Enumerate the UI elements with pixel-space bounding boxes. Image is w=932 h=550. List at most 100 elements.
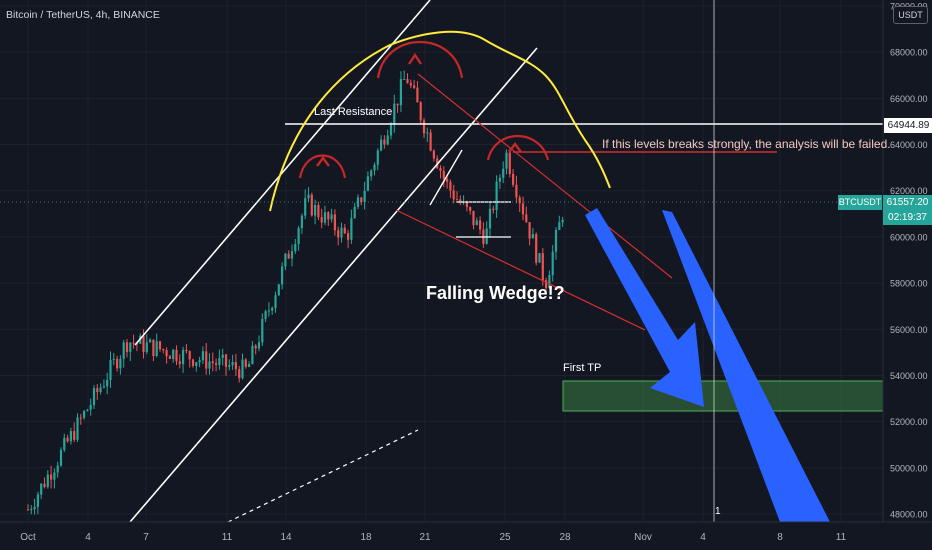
wedge-upper-line[interactable] (417, 73, 673, 279)
candle (116, 355, 119, 372)
candle (429, 129, 432, 152)
candle (333, 209, 336, 236)
candle (376, 148, 379, 171)
candle (33, 498, 36, 515)
candle (561, 216, 564, 227)
price-axis-labels[interactable]: 70000.0068000.0066000.0064000.0062000.00… (890, 2, 928, 520)
candle (340, 222, 343, 243)
candle (112, 352, 115, 366)
candle (155, 333, 158, 358)
candle (554, 227, 558, 260)
candle (502, 161, 505, 184)
candle (518, 195, 521, 213)
candle (152, 339, 155, 361)
candle (208, 353, 211, 375)
candle (531, 228, 534, 239)
candle (251, 341, 254, 365)
left-shoulder-arc[interactable] (298, 154, 347, 179)
candle (205, 343, 208, 375)
candle (30, 505, 33, 515)
candle (317, 201, 320, 221)
head-caret[interactable] (408, 52, 422, 65)
channel-lower-line[interactable] (129, 47, 538, 523)
candle (215, 358, 218, 372)
yellow-arc[interactable] (269, 30, 611, 212)
candle (479, 216, 482, 235)
left-shoulder-caret[interactable] (316, 156, 330, 167)
candle (274, 291, 277, 313)
candle (541, 247, 544, 286)
candle (446, 175, 449, 189)
vertical-grid (27, 0, 842, 522)
right-shoulder-arc[interactable] (486, 135, 550, 161)
candle (409, 79, 412, 89)
candle (558, 215, 561, 231)
time-tick-label: 8 (777, 532, 783, 543)
candle (347, 229, 350, 249)
candle (419, 101, 422, 124)
candle (76, 413, 79, 443)
candle (73, 422, 76, 443)
symbol-title[interactable]: Bitcoin / TetherUS, 4h, BINANCE (6, 9, 160, 21)
channel-inner-line[interactable] (429, 149, 463, 206)
time-axis-labels[interactable]: Oct 4 7 11 14 18 21 25 28 Nov 4 8 11 (20, 532, 846, 543)
candle (406, 73, 409, 84)
candle (545, 277, 548, 293)
price-tick-label: 58000.00 (890, 279, 928, 289)
candle (119, 355, 122, 375)
time-tick-label: 25 (499, 532, 511, 543)
candle (356, 194, 360, 210)
right-shoulder-caret[interactable] (508, 142, 522, 153)
candle (221, 348, 224, 366)
candle (505, 149, 508, 175)
candle (188, 350, 191, 368)
candle (287, 250, 290, 259)
candle (350, 209, 353, 244)
candle (515, 175, 518, 204)
candle (46, 470, 49, 489)
candle (389, 121, 393, 140)
horizontal-grid (0, 5, 883, 515)
time-tick-label: 7 (143, 532, 149, 543)
candle (132, 334, 135, 349)
candle (26, 504, 30, 511)
candle (314, 199, 317, 225)
time-tick-label: 18 (360, 532, 372, 543)
candle (158, 340, 162, 352)
candle (109, 351, 112, 388)
price-tick-label: 62000.00 (890, 186, 928, 196)
candle (498, 174, 501, 189)
time-tick-label: 4 (700, 532, 706, 543)
candle (211, 352, 214, 372)
candle (439, 165, 442, 179)
wedge-lower-line[interactable] (395, 209, 646, 331)
candle (182, 346, 185, 373)
candle (248, 361, 251, 368)
price-tick-label: 66000.00 (890, 94, 928, 104)
first-tp-zone[interactable] (562, 380, 884, 412)
head-arc[interactable] (376, 41, 464, 79)
candle (432, 149, 435, 162)
candlesticks (26, 70, 564, 515)
channel-projection-dashed[interactable] (227, 429, 419, 523)
candle (96, 384, 99, 400)
candle (551, 245, 554, 282)
candle (413, 79, 416, 90)
channel-upper-line[interactable] (134, 0, 431, 346)
currency-selector[interactable]: USDT (893, 6, 928, 24)
warning-text: If this levels breaks strongly, the anal… (602, 137, 891, 151)
candle (310, 192, 313, 217)
candle (218, 349, 221, 370)
projection-arrow-1[interactable] (585, 208, 704, 407)
time-tick-label: Oct (20, 532, 36, 543)
candle (122, 339, 125, 368)
candle (129, 341, 132, 362)
candle (320, 208, 323, 229)
candle (271, 306, 274, 315)
candle (63, 433, 66, 453)
candle (370, 169, 373, 181)
projection-arrow-2[interactable] (662, 210, 830, 522)
candle (426, 127, 429, 143)
candle (525, 206, 528, 223)
